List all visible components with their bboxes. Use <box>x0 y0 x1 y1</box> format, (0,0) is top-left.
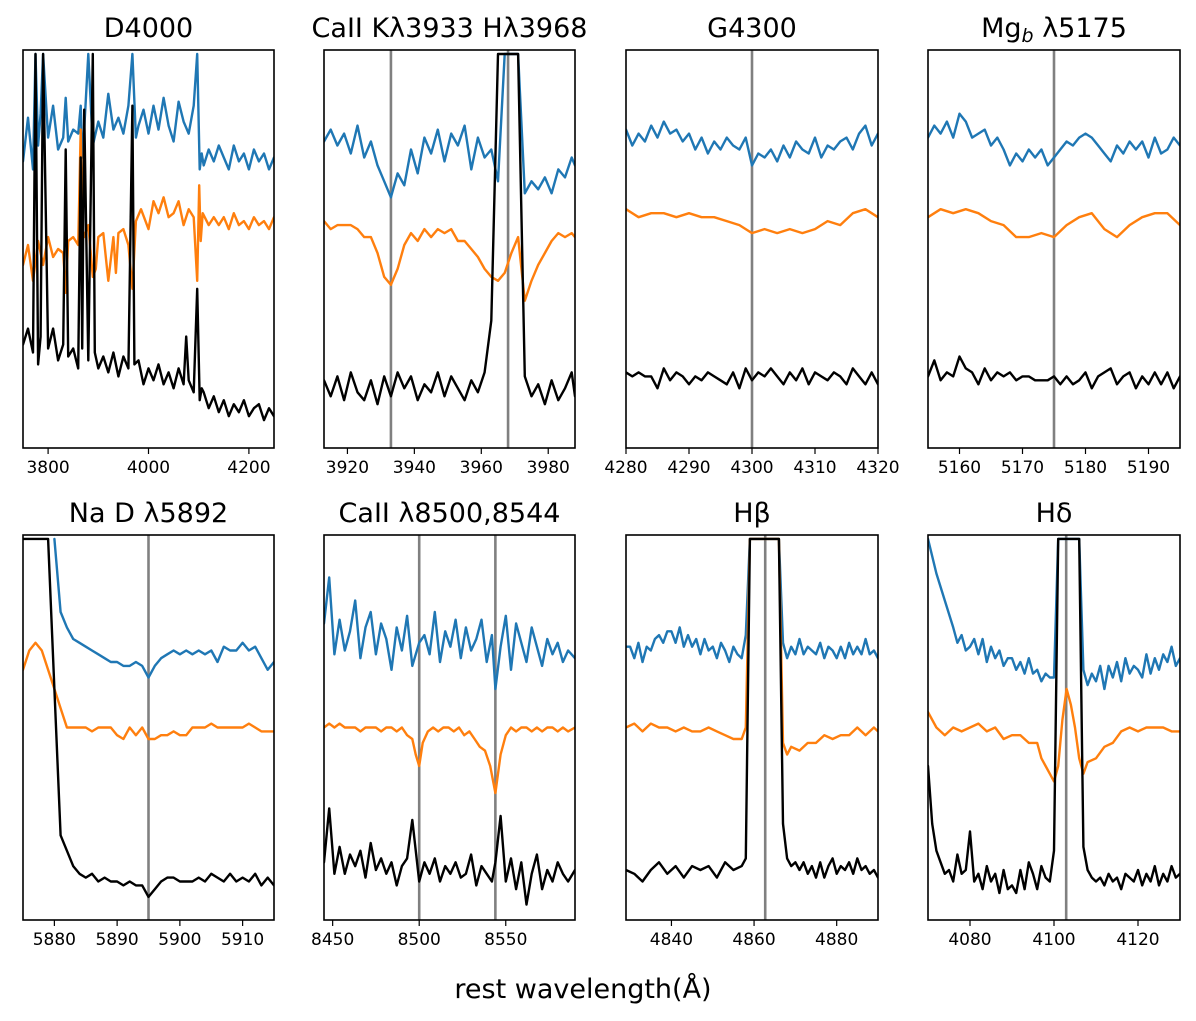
chart-1-x-tick-label-1: 3800 <box>26 458 69 478</box>
figure-x-axis-label: rest wavelength(Å) <box>454 973 711 1005</box>
chart-6-x-tick-label-3: 8550 <box>484 930 527 950</box>
chart-4-x-tick-label-3: 5180 <box>1064 458 1107 478</box>
chart-3-series-black <box>626 367 878 390</box>
chart-2-x-tick-label-4: 3980 <box>527 458 570 478</box>
chart-7-frame <box>625 534 879 921</box>
chart-6-x-tick-label-2: 8500 <box>398 930 441 950</box>
chart-2-x-tick-label-3: 3960 <box>460 458 503 478</box>
chart-2-frame <box>323 49 576 449</box>
chart-7-x-tick-label-3: 4880 <box>815 930 858 950</box>
chart-2-x-tick-label-2: 3940 <box>393 458 436 478</box>
chart-7-panel: 4840 4860 4880 Hβ <box>625 498 879 950</box>
chart-3-panel: 4280 4290 4300 4310 4320 G4300 <box>604 13 899 478</box>
chart-3-x-tick-label-1: 4280 <box>604 458 647 478</box>
chart-3-x-tick-label-4: 4310 <box>793 458 836 478</box>
chart-5-panel: 5880 5890 5900 5910 Na D λ5892 <box>22 498 275 950</box>
chart-4-series-black <box>928 355 1180 390</box>
chart-3-series-blue <box>626 120 878 167</box>
chart-4-frame <box>927 49 1181 449</box>
chart-8-title: Hδ <box>1036 498 1073 529</box>
chart-4-x-tick-label-4: 5190 <box>1127 458 1170 478</box>
chart-3-x-tick-label-2: 4290 <box>667 458 710 478</box>
chart-1-frame <box>22 49 275 449</box>
chart-7-series-blue <box>626 537 878 664</box>
chart-6-frame <box>323 534 576 921</box>
chart-2-series-black <box>324 52 575 406</box>
chart-4-series-orange <box>928 207 1180 239</box>
chart-6-series-orange <box>324 722 575 795</box>
chart-5-series-orange <box>23 641 274 741</box>
chart-5-title: Na D λ5892 <box>69 498 228 529</box>
chart-5-series-blue <box>53 537 274 679</box>
chart-1-panel: 3800 4000 4200 D4000 <box>22 13 275 478</box>
chart-1-x-tick-label-3: 4200 <box>227 458 270 478</box>
chart-5-x-tick-label-4: 5910 <box>221 930 264 950</box>
chart-8-x-tick-label-2: 4100 <box>1032 930 1075 950</box>
chart-5-frame <box>22 534 275 921</box>
chart-4-x-tick-label-1: 5160 <box>938 458 981 478</box>
chart-4-panel: 5160 5170 5180 5190 Mgb λ5175 <box>927 13 1181 478</box>
chart-2-series-blue <box>324 52 575 199</box>
chart-8-series-orange <box>928 687 1180 783</box>
chart-8-series-blue <box>928 537 1180 691</box>
chart-7-x-tick-label-1: 4840 <box>650 930 693 950</box>
chart-2-x-tick-label-1: 3920 <box>326 458 369 478</box>
chart-1-series-blue <box>23 52 274 171</box>
chart-3-x-tick-label-5: 4320 <box>856 458 899 478</box>
chart-5-x-tick-label-1: 5880 <box>33 930 76 950</box>
chart-8-x-tick-label-3: 4120 <box>1116 930 1159 950</box>
chart-5-series-black <box>23 537 274 899</box>
chart-7-series-black <box>626 537 878 883</box>
chart-7-title: Hβ <box>733 498 771 529</box>
chart-5-x-tick-label-2: 5890 <box>95 930 138 950</box>
chart-8-x-tick-label-1: 4080 <box>948 930 991 950</box>
chart-3-series-orange <box>626 207 878 235</box>
chart-6-x-tick-label-1: 8450 <box>311 930 354 950</box>
chart-7-x-tick-label-2: 4860 <box>732 930 775 950</box>
chart-3-x-tick-label-3: 4300 <box>730 458 773 478</box>
chart-6-panel: 8450 8500 8550 CaII λ8500,8544 <box>311 498 576 950</box>
chart-8-panel: 4080 4100 4120 Hδ <box>927 498 1181 950</box>
chart-4-x-tick-label-2: 5170 <box>1001 458 1044 478</box>
chart-3-title: G4300 <box>707 13 797 44</box>
chart-4-title: Mgb λ5175 <box>981 13 1127 47</box>
chart-5-x-tick-label-3: 5900 <box>158 930 201 950</box>
chart-6-title: CaII λ8500,8544 <box>339 498 561 529</box>
chart-2-title: CaII Kλ3933 Hλ3968 <box>312 13 588 44</box>
chart-8-series-black <box>928 537 1180 895</box>
chart-6-series-black <box>324 807 575 906</box>
chart-4-series-blue <box>928 112 1180 167</box>
chart-2-series-orange <box>324 219 575 302</box>
chart-2-panel: 3920 3940 3960 3980 CaII Kλ3933 Hλ3968 <box>312 13 588 478</box>
chart-1-series-black <box>23 52 274 422</box>
chart-6-series-blue <box>324 576 575 691</box>
chart-1-x-tick-label-2: 4000 <box>127 458 170 478</box>
chart-1-title: D4000 <box>104 13 194 44</box>
